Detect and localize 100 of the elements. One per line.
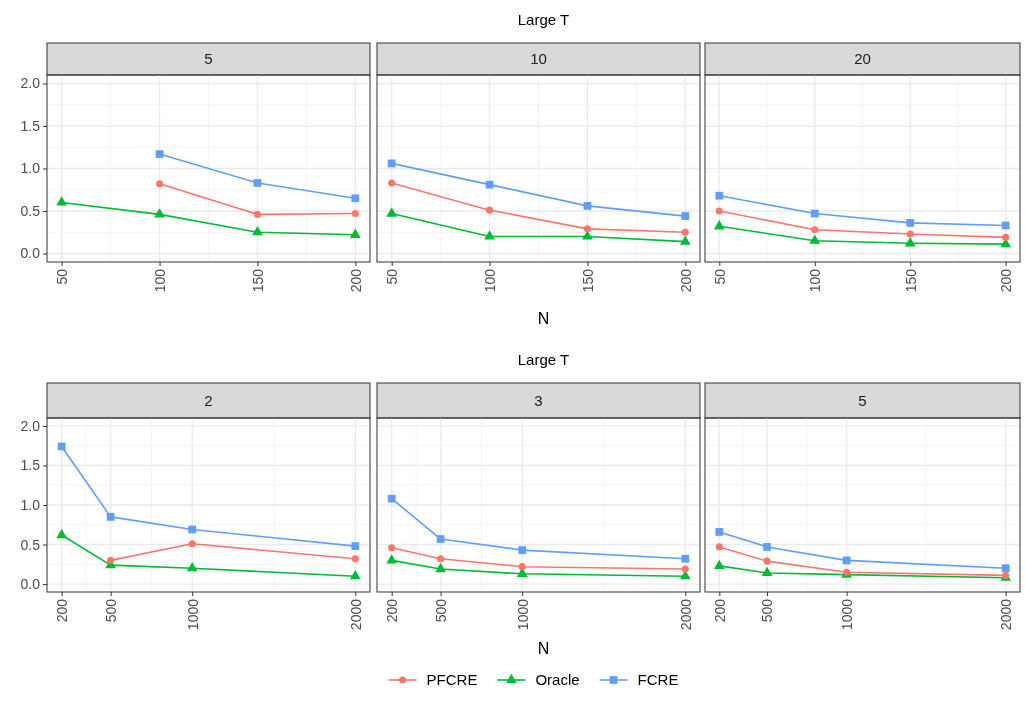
x-tick-label: 200 bbox=[711, 598, 728, 623]
x-tick-label: 2000 bbox=[677, 598, 694, 631]
y-tick-label: 0.0 bbox=[20, 245, 41, 262]
point bbox=[107, 556, 115, 564]
text: Large T bbox=[517, 351, 570, 368]
point bbox=[1001, 564, 1010, 573]
x-tick-label: 500 bbox=[103, 598, 120, 623]
point bbox=[518, 563, 526, 571]
point bbox=[351, 555, 359, 563]
point bbox=[436, 535, 445, 543]
point bbox=[351, 209, 359, 218]
point bbox=[906, 230, 914, 238]
point bbox=[155, 180, 164, 188]
x-tick-label: 500 bbox=[759, 598, 776, 623]
point bbox=[681, 565, 689, 573]
point bbox=[388, 544, 396, 552]
y-tick-label: 1.5 bbox=[20, 117, 41, 134]
x-tick-label: 2000 bbox=[998, 598, 1015, 631]
point bbox=[681, 554, 690, 563]
point bbox=[253, 210, 262, 218]
x-axis-title: N bbox=[537, 310, 550, 327]
y-tick-label: 1.0 bbox=[20, 496, 41, 513]
point bbox=[188, 540, 196, 548]
point bbox=[713, 220, 725, 230]
point bbox=[810, 209, 819, 218]
legend-label: FCRE bbox=[637, 671, 679, 688]
point bbox=[811, 226, 819, 234]
point bbox=[387, 494, 396, 503]
point bbox=[155, 150, 164, 158]
x-tick-label: 200 bbox=[998, 268, 1015, 293]
point bbox=[154, 208, 165, 218]
y-tick-label: 0.5 bbox=[20, 202, 41, 219]
y-tick-label: 1.0 bbox=[20, 160, 41, 177]
point bbox=[715, 207, 723, 215]
point bbox=[713, 559, 725, 569]
point bbox=[761, 566, 773, 577]
legend-label: PFCRE bbox=[426, 671, 478, 688]
x-tick-label: 100 bbox=[481, 268, 498, 293]
point bbox=[57, 442, 66, 451]
point bbox=[904, 237, 916, 247]
chart-title: 2 bbox=[204, 391, 213, 409]
x-tick-label: 100 bbox=[807, 268, 824, 293]
point bbox=[485, 206, 494, 214]
point bbox=[349, 228, 361, 238]
point bbox=[583, 202, 592, 210]
point bbox=[906, 219, 915, 227]
x-tick-label: 50 bbox=[384, 268, 401, 285]
x-tick-label: 150 bbox=[249, 268, 266, 293]
x-tick-label: 1000 bbox=[838, 598, 855, 631]
point bbox=[715, 191, 724, 200]
point bbox=[388, 179, 396, 187]
x-tick-label: 500 bbox=[433, 598, 450, 623]
point bbox=[842, 556, 851, 565]
y-tick-label: 1.5 bbox=[20, 457, 41, 474]
point bbox=[188, 525, 197, 534]
point bbox=[252, 226, 263, 236]
x-tick-label: 150 bbox=[902, 268, 919, 293]
point bbox=[253, 179, 262, 187]
x-tick-label: 100 bbox=[151, 268, 168, 293]
y-tick-label: 2.0 bbox=[20, 417, 41, 434]
point bbox=[583, 225, 592, 233]
text: Large T bbox=[517, 11, 570, 28]
point bbox=[763, 543, 771, 551]
x-tick-label: 200 bbox=[347, 268, 364, 293]
x-tick-label: 2000 bbox=[347, 598, 364, 631]
chart-title: 3 bbox=[534, 391, 543, 409]
x-tick-label: 1000 bbox=[514, 598, 531, 631]
point bbox=[679, 235, 691, 245]
point bbox=[518, 546, 527, 554]
chart-title: 5 bbox=[204, 50, 213, 67]
point bbox=[681, 212, 690, 220]
point bbox=[349, 569, 361, 580]
point bbox=[1002, 233, 1010, 241]
x-tick-label: 200 bbox=[54, 598, 71, 623]
point bbox=[681, 228, 689, 236]
point bbox=[186, 562, 198, 572]
chart-title: 5 bbox=[858, 391, 867, 409]
x-axis-title: N bbox=[537, 640, 550, 657]
point bbox=[106, 512, 115, 521]
point bbox=[435, 562, 446, 573]
y-tick-label: 0.0 bbox=[20, 576, 41, 593]
x-tick-label: 200 bbox=[677, 268, 694, 293]
chart-title: 20 bbox=[854, 50, 871, 67]
point bbox=[56, 528, 68, 539]
point bbox=[387, 159, 396, 168]
x-tick-label: 200 bbox=[384, 598, 401, 623]
x-tick-label: 1000 bbox=[184, 598, 201, 631]
point bbox=[437, 555, 445, 563]
point bbox=[715, 528, 724, 536]
y-tick-label: 2.0 bbox=[20, 75, 41, 92]
point bbox=[809, 234, 821, 244]
chart-title: 10 bbox=[530, 50, 547, 67]
point bbox=[351, 542, 360, 550]
point bbox=[386, 207, 398, 217]
x-tick-label: 150 bbox=[579, 268, 596, 293]
point bbox=[715, 543, 723, 551]
point bbox=[484, 230, 495, 240]
point bbox=[386, 554, 398, 564]
x-tick-label: 50 bbox=[711, 268, 728, 285]
y-tick-label: 0.5 bbox=[20, 536, 41, 553]
